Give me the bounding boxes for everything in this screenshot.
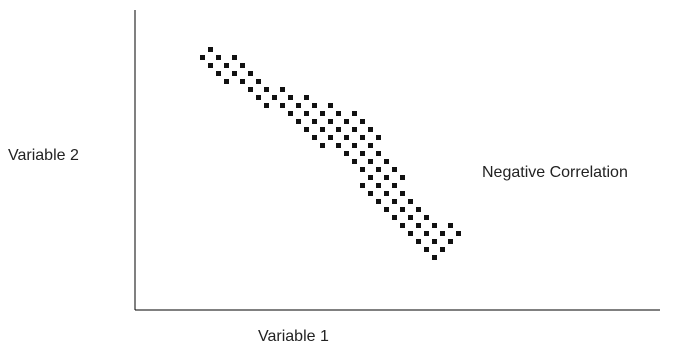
scatter-dot (360, 183, 365, 188)
scatter-dot (408, 215, 413, 220)
scatter-dot (344, 135, 349, 140)
scatter-dot (448, 239, 453, 244)
scatter-dot (400, 175, 405, 180)
scatter-dot (400, 207, 405, 212)
scatter-dot (360, 119, 365, 124)
scatter-dot (208, 63, 213, 68)
scatter-dot (432, 223, 437, 228)
scatter-dot (264, 87, 269, 92)
scatter-dot (432, 239, 437, 244)
scatter-dot (240, 79, 245, 84)
scatter-dot (416, 223, 421, 228)
scatter-dot (344, 151, 349, 156)
scatter-dot (376, 151, 381, 156)
scatter-dot (368, 159, 373, 164)
scatter-dot (408, 231, 413, 236)
scatter-dot (368, 143, 373, 148)
scatter-dot (424, 215, 429, 220)
scatter-dot (296, 103, 301, 108)
scatter-dot (360, 167, 365, 172)
scatter-dot (216, 55, 221, 60)
scatter-dot (320, 143, 325, 148)
scatter-dot (320, 127, 325, 132)
scatter-dot (336, 127, 341, 132)
scatter-dot (224, 63, 229, 68)
scatter-dot (376, 199, 381, 204)
scatter-dot (384, 191, 389, 196)
y-axis-label: Variable 2 (8, 147, 79, 164)
scatter-dot (232, 55, 237, 60)
scatter-dot (224, 79, 229, 84)
scatter-dot (320, 111, 325, 116)
scatter-dot (360, 151, 365, 156)
scatter-dot (328, 119, 333, 124)
scatter-dot (424, 247, 429, 252)
scatter-dot (352, 159, 357, 164)
scatter-dot (272, 95, 277, 100)
scatter-dot (312, 135, 317, 140)
scatter-dot (440, 247, 445, 252)
scatter-dot (416, 207, 421, 212)
scatter-dot (376, 183, 381, 188)
scatter-dot (352, 127, 357, 132)
scatter-dot (456, 231, 461, 236)
scatter-dot (216, 71, 221, 76)
scatter-dot (376, 135, 381, 140)
scatter-dot (280, 103, 285, 108)
scatter-dot (392, 199, 397, 204)
scatter-dot (256, 79, 261, 84)
scatter-dot (264, 103, 269, 108)
scatter-dot (392, 183, 397, 188)
scatter-dot (376, 167, 381, 172)
scatter-dot (304, 95, 309, 100)
scatter-dot (384, 175, 389, 180)
scatter-dot (312, 119, 317, 124)
scatter-dot (368, 175, 373, 180)
scatter-dot (248, 87, 253, 92)
scatter-dot (296, 119, 301, 124)
scatter-dot (328, 135, 333, 140)
scatter-dot (352, 111, 357, 116)
scatter-dot (384, 207, 389, 212)
scatter-dot (392, 167, 397, 172)
scatter-dot (304, 127, 309, 132)
scatter-dot (208, 47, 213, 52)
scatter-dot (352, 143, 357, 148)
scatter-band (200, 47, 461, 260)
scatter-dot (288, 111, 293, 116)
scatter-dot (328, 103, 333, 108)
scatter-dot (240, 63, 245, 68)
scatter-dot (400, 191, 405, 196)
scatter-dot (288, 95, 293, 100)
scatter-dot (440, 231, 445, 236)
scatter-dot (360, 135, 365, 140)
scatter-dot (448, 223, 453, 228)
scatter-dot (344, 119, 349, 124)
scatter-dot (392, 215, 397, 220)
scatter-dot (336, 143, 341, 148)
scatter-dot (408, 199, 413, 204)
x-axis-label: Variable 1 (258, 328, 329, 345)
scatter-dot (368, 191, 373, 196)
scatter-dot (312, 103, 317, 108)
scatter-dot (424, 231, 429, 236)
scatter-dot (232, 71, 237, 76)
scatter-dot (304, 111, 309, 116)
scatter-dot (384, 159, 389, 164)
correlation-annotation: Negative Correlation (482, 164, 628, 181)
scatter-dot (200, 55, 205, 60)
scatter-dot (248, 71, 253, 76)
scatter-dot (432, 255, 437, 260)
scatter-dot (280, 87, 285, 92)
scatter-dot (416, 239, 421, 244)
scatter-dot (256, 95, 261, 100)
scatter-dot (400, 223, 405, 228)
scatter-dot (336, 111, 341, 116)
scatter-dot (368, 127, 373, 132)
